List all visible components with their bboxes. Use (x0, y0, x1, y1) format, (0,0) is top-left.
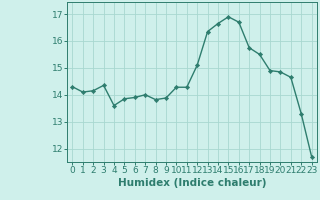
X-axis label: Humidex (Indice chaleur): Humidex (Indice chaleur) (118, 178, 266, 188)
